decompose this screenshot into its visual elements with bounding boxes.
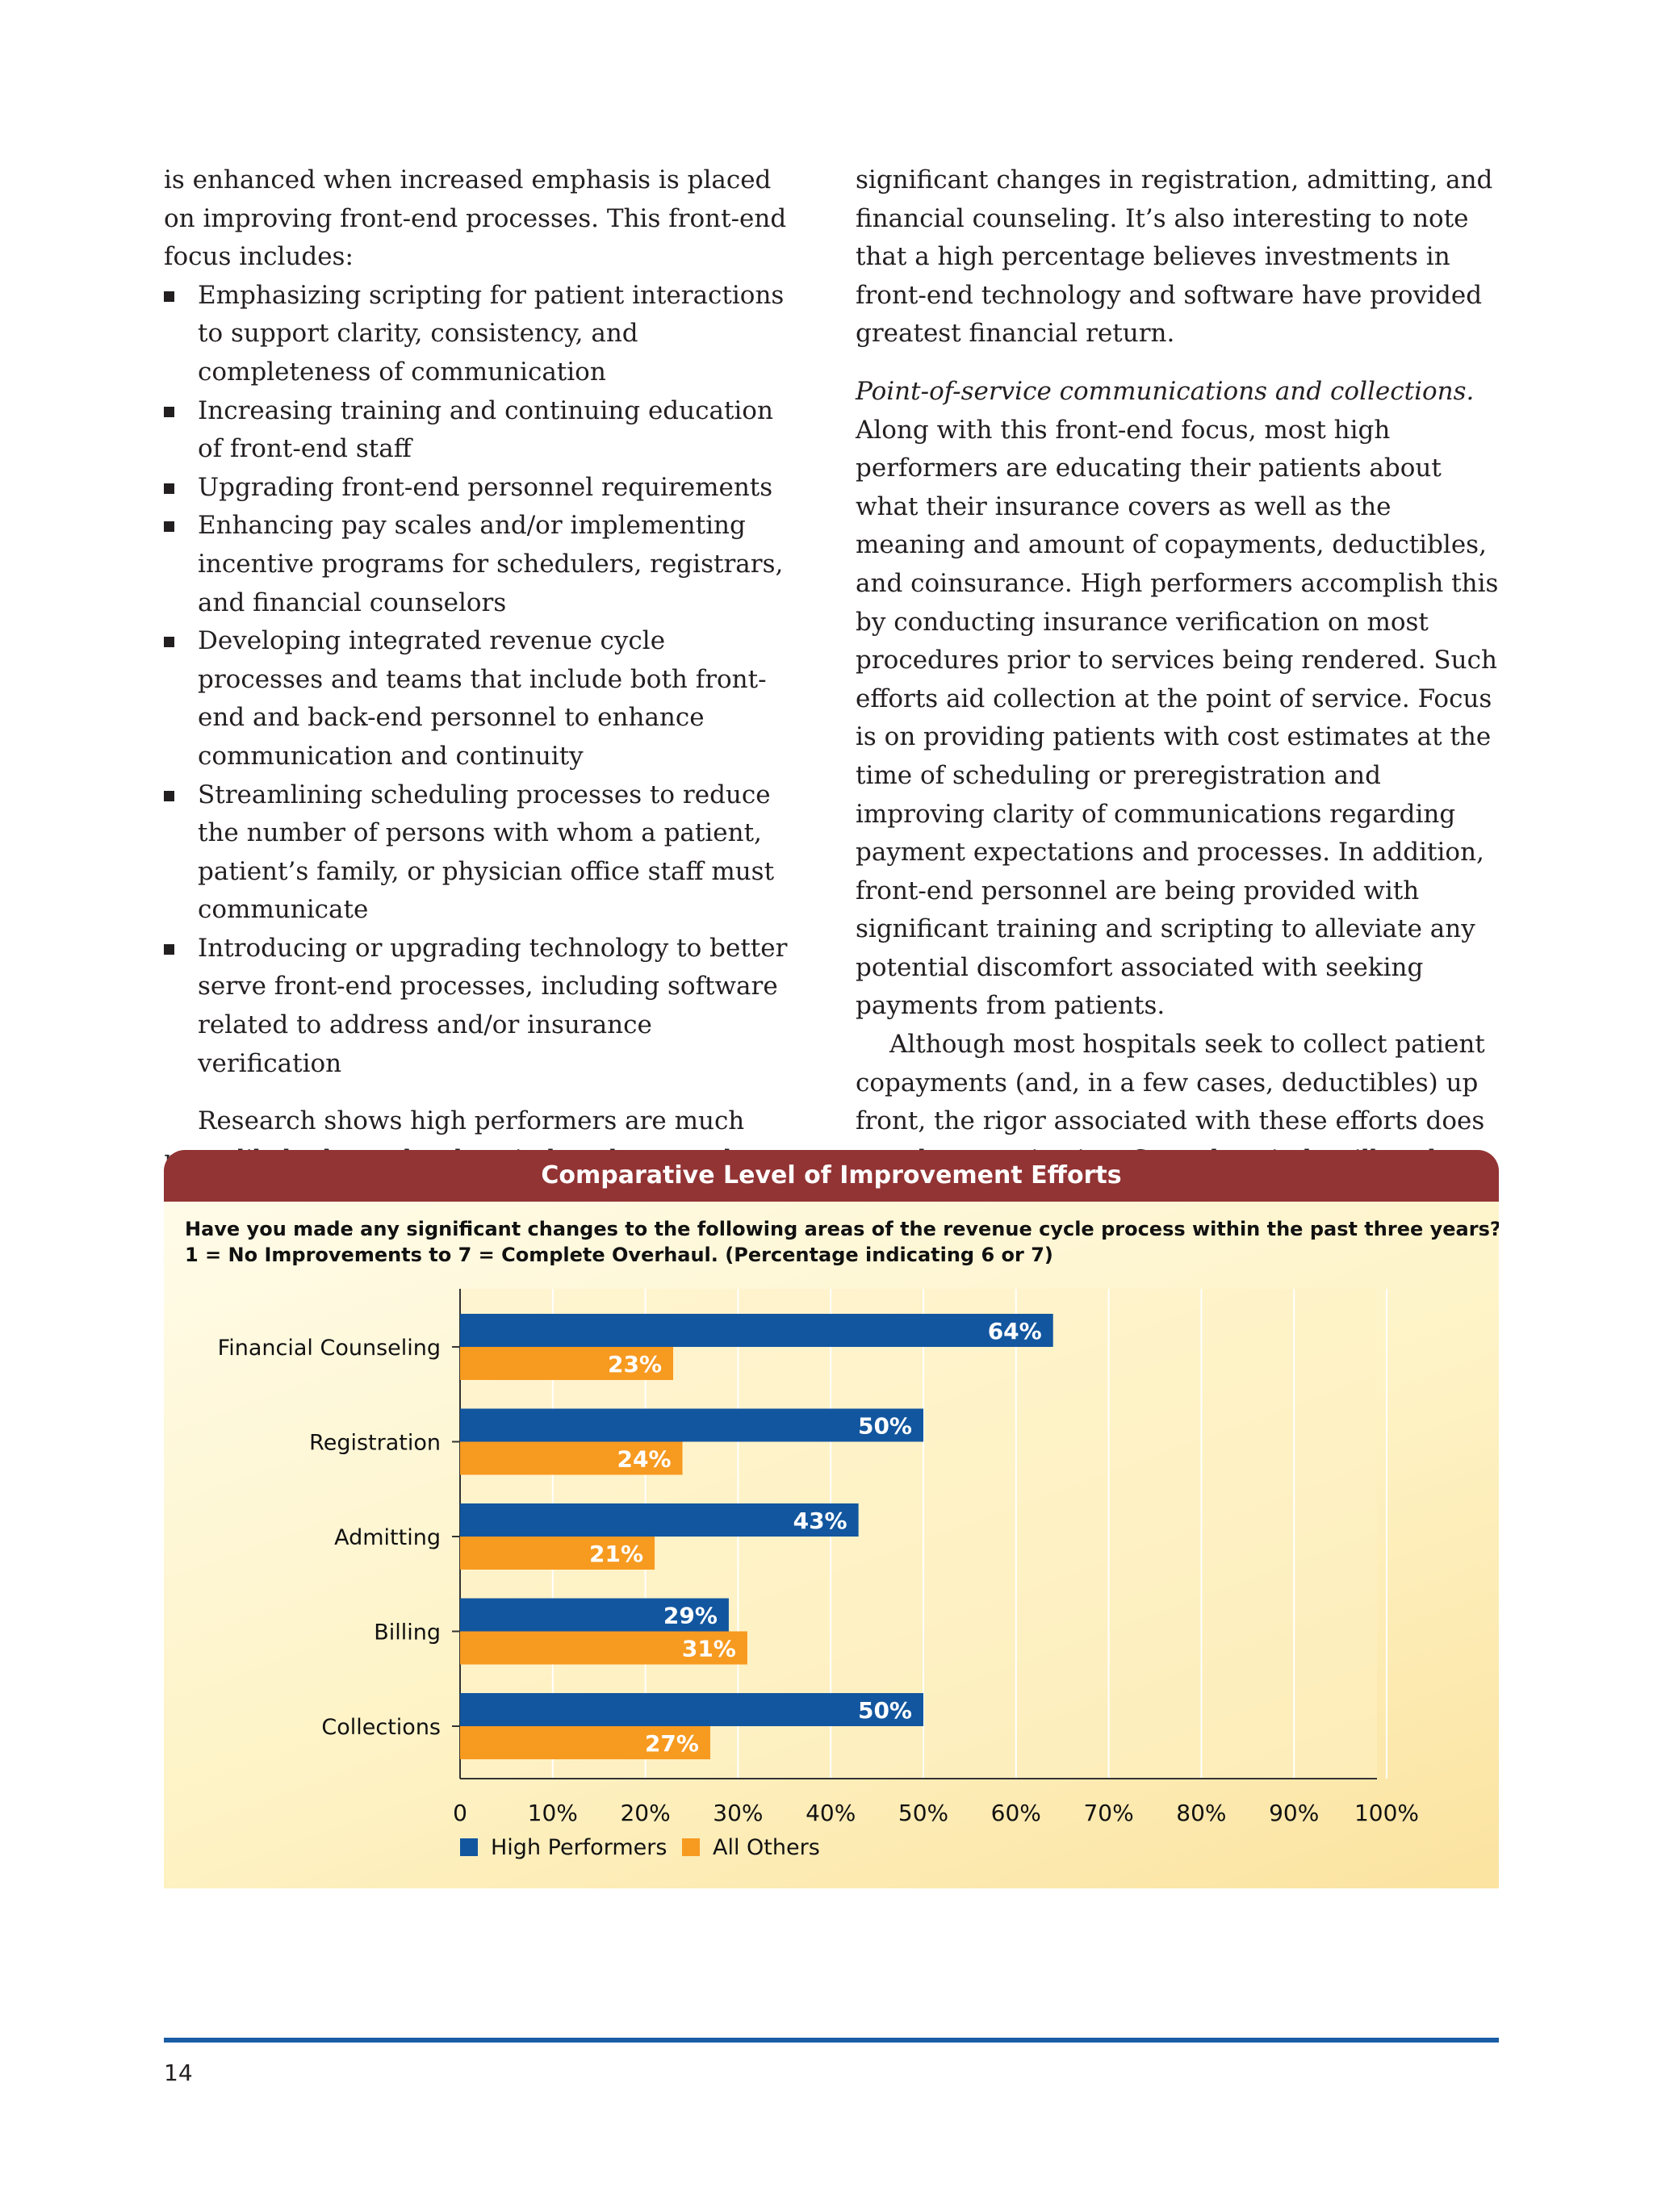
- left-intro-paragraph: is enhanced when increased emphasis is p…: [164, 165, 787, 272]
- x-tick-label: 100%: [1354, 1800, 1419, 1826]
- bar-chart: 0 10% 20% 30% 40% 50% 60% 70% 80% 90% 100% Financia…: [218, 1289, 1419, 1860]
- bar-all-others: [460, 1631, 747, 1665]
- category-label: Registration: [309, 1431, 441, 1456]
- data-label-high-performers: 50%: [858, 1697, 912, 1724]
- data-label-high-performers: 29%: [663, 1603, 718, 1629]
- section-lead-in: Point-of-service communications and coll…: [856, 376, 1475, 406]
- data-label-all-others: 21%: [589, 1541, 643, 1567]
- list-item: Upgrading front-end personnel requiremen…: [164, 469, 793, 508]
- chart-panel: Comparative Level of Improvement Efforts…: [164, 1150, 1499, 1888]
- bar-high-performers: [460, 1598, 729, 1632]
- list-item: Developing integrated revenue cycle proc…: [164, 622, 793, 776]
- list-item: Emphasizing scripting for patient intera…: [164, 277, 793, 392]
- data-label-all-others: 23%: [608, 1351, 662, 1378]
- legend-swatch-high-performers: [460, 1838, 478, 1856]
- category-label: Admitting: [334, 1525, 441, 1550]
- front-end-focus-list: Emphasizing scripting for patient intera…: [164, 277, 793, 1083]
- data-label-high-performers: 43%: [793, 1507, 847, 1534]
- list-item: Enhancing pay scales and/or implementing…: [164, 507, 793, 622]
- bar-all-others: [460, 1441, 683, 1475]
- x-tick-label: 0: [453, 1800, 467, 1826]
- footer-rule: [164, 2038, 1499, 2043]
- bar-high-performers: [460, 1503, 859, 1537]
- list-item: Introducing or upgrading technology to b…: [164, 930, 793, 1083]
- category-label: Financial Counseling: [218, 1336, 441, 1361]
- x-tick-label: 30%: [713, 1800, 763, 1826]
- page-number: 14: [164, 2059, 193, 2086]
- right-paragraph-2-body: Along with this front-end focus, most hi…: [856, 415, 1499, 1021]
- right-paragraph-2: Point-of-service communications and coll…: [856, 373, 1501, 1026]
- data-label-all-others: 27%: [645, 1730, 699, 1757]
- x-tick-label: 90%: [1269, 1800, 1319, 1826]
- chart-title: Comparative Level of Improvement Efforts: [164, 1150, 1499, 1202]
- legend-label-all-others: All Others: [713, 1835, 820, 1860]
- bar-high-performers: [460, 1693, 923, 1726]
- list-item: Streamlining scheduling processes to red…: [164, 776, 793, 930]
- legend-swatch-all-others: [682, 1838, 700, 1856]
- x-tick-label: 50%: [898, 1800, 948, 1826]
- chart-subtitle-line-1: Have you made any significant changes to…: [185, 1218, 1499, 1240]
- right-text-column: significant changes in registration, adm…: [856, 161, 1501, 1218]
- data-label-high-performers: 50%: [858, 1413, 912, 1440]
- bar-all-others: [460, 1537, 655, 1570]
- x-tick-label: 20%: [620, 1800, 670, 1826]
- data-label-all-others: 31%: [682, 1636, 736, 1662]
- x-tick-label: 60%: [991, 1800, 1041, 1826]
- data-label-all-others: 24%: [617, 1446, 671, 1473]
- chart-subtitle-line-2: 1 = No Improvements to 7 = Complete Over…: [185, 1244, 1053, 1266]
- bar-all-others: [460, 1347, 674, 1380]
- category-label: Billing: [374, 1620, 441, 1645]
- data-label-high-performers: 64%: [988, 1318, 1042, 1344]
- legend-label-high-performers: High Performers: [491, 1835, 667, 1860]
- bar-high-performers: [460, 1408, 923, 1442]
- left-text-column: is enhanced when increased emphasis is p…: [164, 161, 793, 1179]
- bar-high-performers: [460, 1314, 1053, 1347]
- x-tick-label: 80%: [1176, 1800, 1226, 1826]
- category-label: Collections: [321, 1715, 441, 1740]
- x-tick-label: 10%: [528, 1800, 578, 1826]
- bar-all-others: [460, 1726, 710, 1759]
- right-paragraph-1: significant changes in registration, adm…: [856, 165, 1493, 349]
- x-tick-label: 70%: [1083, 1800, 1133, 1826]
- list-item: Increasing training and continuing educa…: [164, 392, 793, 469]
- x-tick-label: 40%: [806, 1800, 856, 1826]
